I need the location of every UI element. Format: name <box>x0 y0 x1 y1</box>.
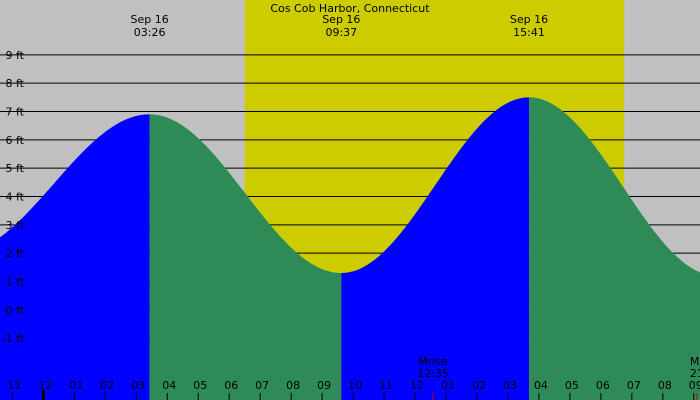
y-tick-label: 5 ft <box>6 162 25 175</box>
x-tick-label: 01 <box>69 379 83 392</box>
moon-event-time: 21: <box>690 367 700 380</box>
falling-tide-segment <box>529 97 700 400</box>
extremum-date: Sep 16 <box>322 13 360 26</box>
x-tick-label: 12 <box>38 379 52 392</box>
x-tick-label: 04 <box>534 379 548 392</box>
x-tick-label: 01 <box>441 379 455 392</box>
x-tick-label: 12 <box>410 379 424 392</box>
moon-event-time: 12:35 <box>417 367 449 380</box>
y-tick-label: 2 ft <box>6 247 25 260</box>
x-tick-label: 02 <box>472 379 486 392</box>
x-tick-label: 05 <box>565 379 579 392</box>
extremum-date: Sep 16 <box>510 13 548 26</box>
x-tick-label: 08 <box>658 379 672 392</box>
y-tick-label: 8 ft <box>6 77 25 90</box>
x-tick-label: 03 <box>131 379 145 392</box>
tide-area <box>0 97 700 400</box>
x-tick-label: 03 <box>503 379 517 392</box>
x-tick-label: 04 <box>162 379 176 392</box>
y-tick-label: 4 ft <box>6 191 25 204</box>
chart-title: Cos Cob Harbor, Connecticut <box>270 2 430 15</box>
y-tick-label: 6 ft <box>6 134 25 147</box>
x-tick-label: 10 <box>348 379 362 392</box>
x-tick-label: 08 <box>286 379 300 392</box>
x-tick-label: 06 <box>596 379 610 392</box>
x-axis-ticks <box>11 390 695 400</box>
x-tick-label: 09 <box>689 379 700 392</box>
y-tick-label: 3 ft <box>6 219 25 232</box>
y-tick-label: 0 ft <box>6 304 25 317</box>
extremum-date: Sep 16 <box>130 13 168 26</box>
y-tick-label: 7 ft <box>6 106 25 119</box>
x-tick-label: 11 <box>379 379 393 392</box>
y-tick-label: 1 ft <box>6 276 25 289</box>
moon-event-label: Ms <box>690 355 700 368</box>
x-tick-label: 07 <box>627 379 641 392</box>
moon-event-label: Mrise <box>418 355 448 368</box>
extremum-time: 15:41 <box>513 26 545 39</box>
x-tick-label: 06 <box>224 379 238 392</box>
x-tick-label: 02 <box>100 379 114 392</box>
rising-tide-segment <box>0 114 150 400</box>
y-tick-label: -1 ft <box>2 332 25 345</box>
x-tick-label: 07 <box>255 379 269 392</box>
x-tick-label: 05 <box>193 379 207 392</box>
falling-tide-segment <box>149 114 342 400</box>
extremum-time: 09:37 <box>325 26 357 39</box>
y-axis-labels: 9 ft 8 ft 7 ft 6 ft 5 ft 4 ft 3 ft 2 ft 1 ft 0 ft… <box>2 49 25 345</box>
x-axis-labels: 11 12 01 02 03 04 05 06 07 08 09 10 11 12 01 02 03 04 05 06… <box>7 379 700 392</box>
y-tick-label: 9 ft <box>6 49 25 62</box>
x-tick-label: 11 <box>7 379 21 392</box>
rising-tide-segment <box>341 97 530 400</box>
x-tick-label: 09 <box>317 379 331 392</box>
extremum-time: 03:26 <box>134 26 166 39</box>
